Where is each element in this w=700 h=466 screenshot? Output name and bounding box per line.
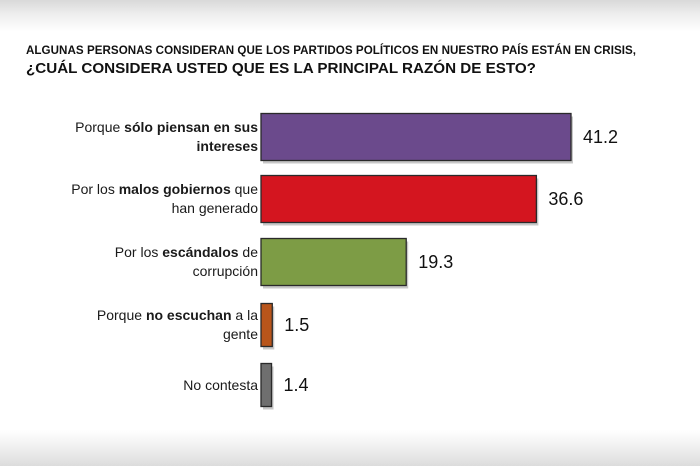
category-label-3: Por los escándalos de corrupción [114,244,258,279]
value-label-3: 19.3 [418,252,454,272]
top-shadow-band [0,0,700,32]
category-label-1: Porque sólo piensan en sus intereses [75,119,258,154]
category-label-4: Porque no escuchan a la gente [96,307,258,342]
value-label-4: 1.5 [284,315,310,335]
chart-title-line-1: ALGUNAS PERSONAS CONSIDERAN QUE LOS PART… [26,44,637,57]
bottom-shadow-band [0,430,700,466]
chart-title: ALGUNAS PERSONAS CONSIDERAN QUE LOS PART… [26,44,686,77]
category-label-2: Por los malos gobiernos que han generado [71,181,258,216]
value-label-2: 36.6 [548,189,584,209]
bar-5 [260,362,273,408]
value-label-1: 41.2 [583,127,619,147]
value-label-5: 1.4 [283,375,309,395]
category-label-5: No contesta [183,376,258,393]
chart-title-line-2: ¿CUÁL CONSIDERA USTED QUE ES LA PRINCIPA… [26,60,536,77]
bar-2 [260,174,538,224]
bar-4 [260,302,273,348]
bar-3 [260,237,407,287]
bar-1 [260,112,572,162]
